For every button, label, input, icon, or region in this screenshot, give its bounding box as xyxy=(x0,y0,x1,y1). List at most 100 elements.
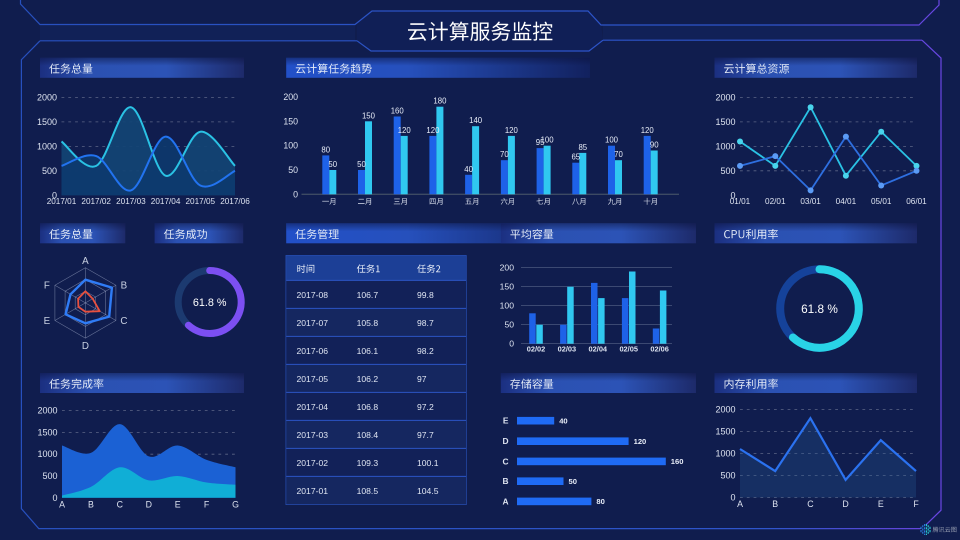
svg-text:100: 100 xyxy=(605,136,619,145)
svg-text:02/02: 02/02 xyxy=(527,345,546,354)
svg-text:2017-08: 2017-08 xyxy=(297,290,329,300)
svg-text:61.8 %: 61.8 % xyxy=(801,302,838,316)
svg-text:2017-06: 2017-06 xyxy=(297,346,329,356)
svg-text:0: 0 xyxy=(293,189,298,199)
svg-text:2000: 2000 xyxy=(715,92,735,102)
svg-text:C: C xyxy=(117,499,124,509)
svg-text:120: 120 xyxy=(634,437,647,446)
svg-text:A: A xyxy=(502,496,508,506)
svg-text:2017-04: 2017-04 xyxy=(297,402,329,412)
svg-text:2000: 2000 xyxy=(37,92,57,102)
svg-text:100: 100 xyxy=(500,301,515,311)
svg-text:A: A xyxy=(737,499,743,509)
svg-text:50: 50 xyxy=(288,165,298,175)
svg-text:97.7: 97.7 xyxy=(417,430,434,440)
svg-text:C: C xyxy=(120,316,127,327)
svg-text:02/01: 02/01 xyxy=(765,197,786,206)
svg-text:120: 120 xyxy=(505,126,519,135)
svg-text:2017-01: 2017-01 xyxy=(297,486,329,496)
svg-text:A: A xyxy=(82,256,89,267)
svg-text:0: 0 xyxy=(509,339,514,349)
svg-text:D: D xyxy=(842,499,848,509)
svg-text:02/03: 02/03 xyxy=(558,345,577,354)
svg-text:B: B xyxy=(121,280,128,291)
svg-text:100.1: 100.1 xyxy=(417,458,439,468)
svg-text:150: 150 xyxy=(283,116,298,126)
svg-text:D: D xyxy=(502,436,508,446)
svg-text:50: 50 xyxy=(504,320,514,330)
svg-text:500: 500 xyxy=(42,471,57,481)
svg-text:G: G xyxy=(232,499,239,509)
svg-text:80: 80 xyxy=(321,145,330,154)
svg-text:2017-07: 2017-07 xyxy=(297,318,329,328)
svg-text:2017/01: 2017/01 xyxy=(47,197,77,206)
svg-text:E: E xyxy=(503,416,509,426)
svg-text:C: C xyxy=(807,499,814,509)
svg-text:140: 140 xyxy=(469,116,483,125)
svg-text:108.5: 108.5 xyxy=(357,486,379,496)
svg-text:200: 200 xyxy=(283,92,298,102)
svg-text:106.8: 106.8 xyxy=(357,402,379,412)
svg-text:160: 160 xyxy=(391,106,405,115)
svg-text:03/01: 03/01 xyxy=(800,197,821,206)
svg-text:1500: 1500 xyxy=(715,426,735,436)
svg-text:100: 100 xyxy=(541,136,555,145)
svg-text:90: 90 xyxy=(650,141,659,150)
svg-text:04/01: 04/01 xyxy=(836,197,857,206)
svg-text:C: C xyxy=(502,456,508,466)
svg-text:A: A xyxy=(59,499,65,509)
svg-text:70: 70 xyxy=(500,150,509,159)
svg-text:B: B xyxy=(502,476,508,486)
svg-text:F: F xyxy=(913,499,919,509)
svg-text:02/06: 02/06 xyxy=(650,345,669,354)
svg-text:2017/04: 2017/04 xyxy=(151,197,181,206)
svg-text:F: F xyxy=(204,499,210,509)
svg-text:0: 0 xyxy=(52,493,57,503)
svg-text:1000: 1000 xyxy=(37,141,57,151)
svg-text:40: 40 xyxy=(464,165,473,174)
svg-text:108.4: 108.4 xyxy=(357,430,379,440)
svg-text:109.3: 109.3 xyxy=(357,458,379,468)
svg-text:120: 120 xyxy=(426,126,440,135)
svg-text:1000: 1000 xyxy=(37,449,57,459)
svg-text:1000: 1000 xyxy=(715,141,735,151)
svg-text:B: B xyxy=(88,499,94,509)
svg-text:50: 50 xyxy=(569,477,577,486)
svg-text:D: D xyxy=(82,341,89,352)
svg-text:06/01: 06/01 xyxy=(906,197,927,206)
svg-text:2017-05: 2017-05 xyxy=(297,374,329,384)
svg-text:2000: 2000 xyxy=(37,406,57,416)
svg-text:B: B xyxy=(772,499,778,509)
svg-text:106.1: 106.1 xyxy=(357,346,379,356)
svg-text:01/01: 01/01 xyxy=(730,197,751,206)
svg-text:70: 70 xyxy=(614,150,623,159)
svg-text:200: 200 xyxy=(500,263,515,273)
svg-text:500: 500 xyxy=(720,470,735,480)
svg-text:50: 50 xyxy=(328,160,337,169)
svg-text:80: 80 xyxy=(596,497,604,506)
svg-text:2017-02: 2017-02 xyxy=(297,458,329,468)
svg-text:97: 97 xyxy=(417,374,427,384)
svg-text:1000: 1000 xyxy=(715,448,735,458)
svg-text:02/04: 02/04 xyxy=(589,345,608,354)
svg-text:2017/05: 2017/05 xyxy=(185,197,215,206)
svg-text:2017/02: 2017/02 xyxy=(81,197,111,206)
svg-text:E: E xyxy=(878,499,884,509)
svg-text:05/01: 05/01 xyxy=(871,197,892,206)
svg-text:160: 160 xyxy=(671,457,684,466)
svg-text:2000: 2000 xyxy=(715,404,735,414)
svg-text:2017-03: 2017-03 xyxy=(297,430,329,440)
svg-text:85: 85 xyxy=(578,143,587,152)
svg-text:2017/03: 2017/03 xyxy=(116,197,146,206)
svg-text:1500: 1500 xyxy=(37,117,57,127)
svg-text:0: 0 xyxy=(52,190,57,200)
svg-text:1500: 1500 xyxy=(37,427,57,437)
svg-text:106.7: 106.7 xyxy=(357,290,379,300)
svg-text:50: 50 xyxy=(357,160,366,169)
svg-text:40: 40 xyxy=(559,417,567,426)
svg-text:0: 0 xyxy=(730,493,735,503)
svg-text:1500: 1500 xyxy=(715,117,735,127)
svg-text:105.8: 105.8 xyxy=(357,318,379,328)
svg-text:E: E xyxy=(175,499,181,509)
svg-text:100: 100 xyxy=(283,141,298,151)
